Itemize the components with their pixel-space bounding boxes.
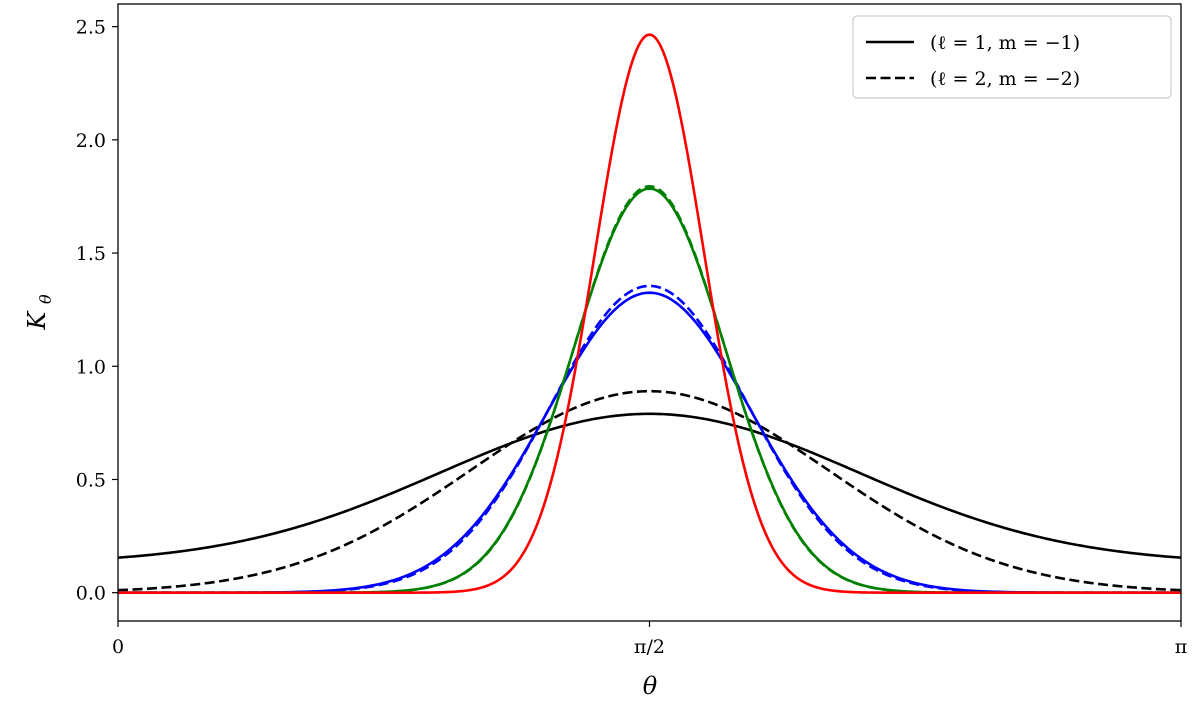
x-tick-label-1: π/2 <box>634 636 665 658</box>
legend: (ℓ = 1, m = −1) (ℓ = 2, m = −2) <box>852 15 1172 99</box>
legend-entry-0: (ℓ = 1, m = −1) <box>930 32 1080 54</box>
x-tick-label-2: π <box>1175 636 1188 658</box>
y-tick-label-2: 1.0 <box>76 356 106 378</box>
series-line-3 <box>118 284 1181 594</box>
x-axis-label: θ <box>643 672 658 700</box>
ticks-layer: 0 π/2 π 0.0 0.5 1.0 1.5 2.0 2.5 <box>76 17 1187 658</box>
y-axis-label: K θ <box>23 294 55 331</box>
y-axis-label-main: K <box>23 310 51 331</box>
series-layer <box>118 33 1181 594</box>
x-tick-label-0: 0 <box>112 636 124 658</box>
series-line-0 <box>118 412 1181 559</box>
y-tick-label-4: 2.0 <box>76 130 106 152</box>
legend-box <box>852 15 1172 99</box>
series-line-2 <box>118 291 1181 594</box>
y-tick-label-3: 1.5 <box>76 243 106 265</box>
y-tick-label-5: 2.5 <box>76 17 106 39</box>
series-line-1 <box>118 389 1181 592</box>
y-tick-label-0: 0.0 <box>76 583 106 605</box>
legend-entry-1: (ℓ = 2, m = −2) <box>930 68 1080 90</box>
y-axis-label-sub: θ <box>36 294 55 304</box>
series-line-6 <box>118 33 1181 594</box>
y-axis-label-group: K θ <box>23 294 55 331</box>
y-tick-label-1: 0.5 <box>76 469 106 491</box>
